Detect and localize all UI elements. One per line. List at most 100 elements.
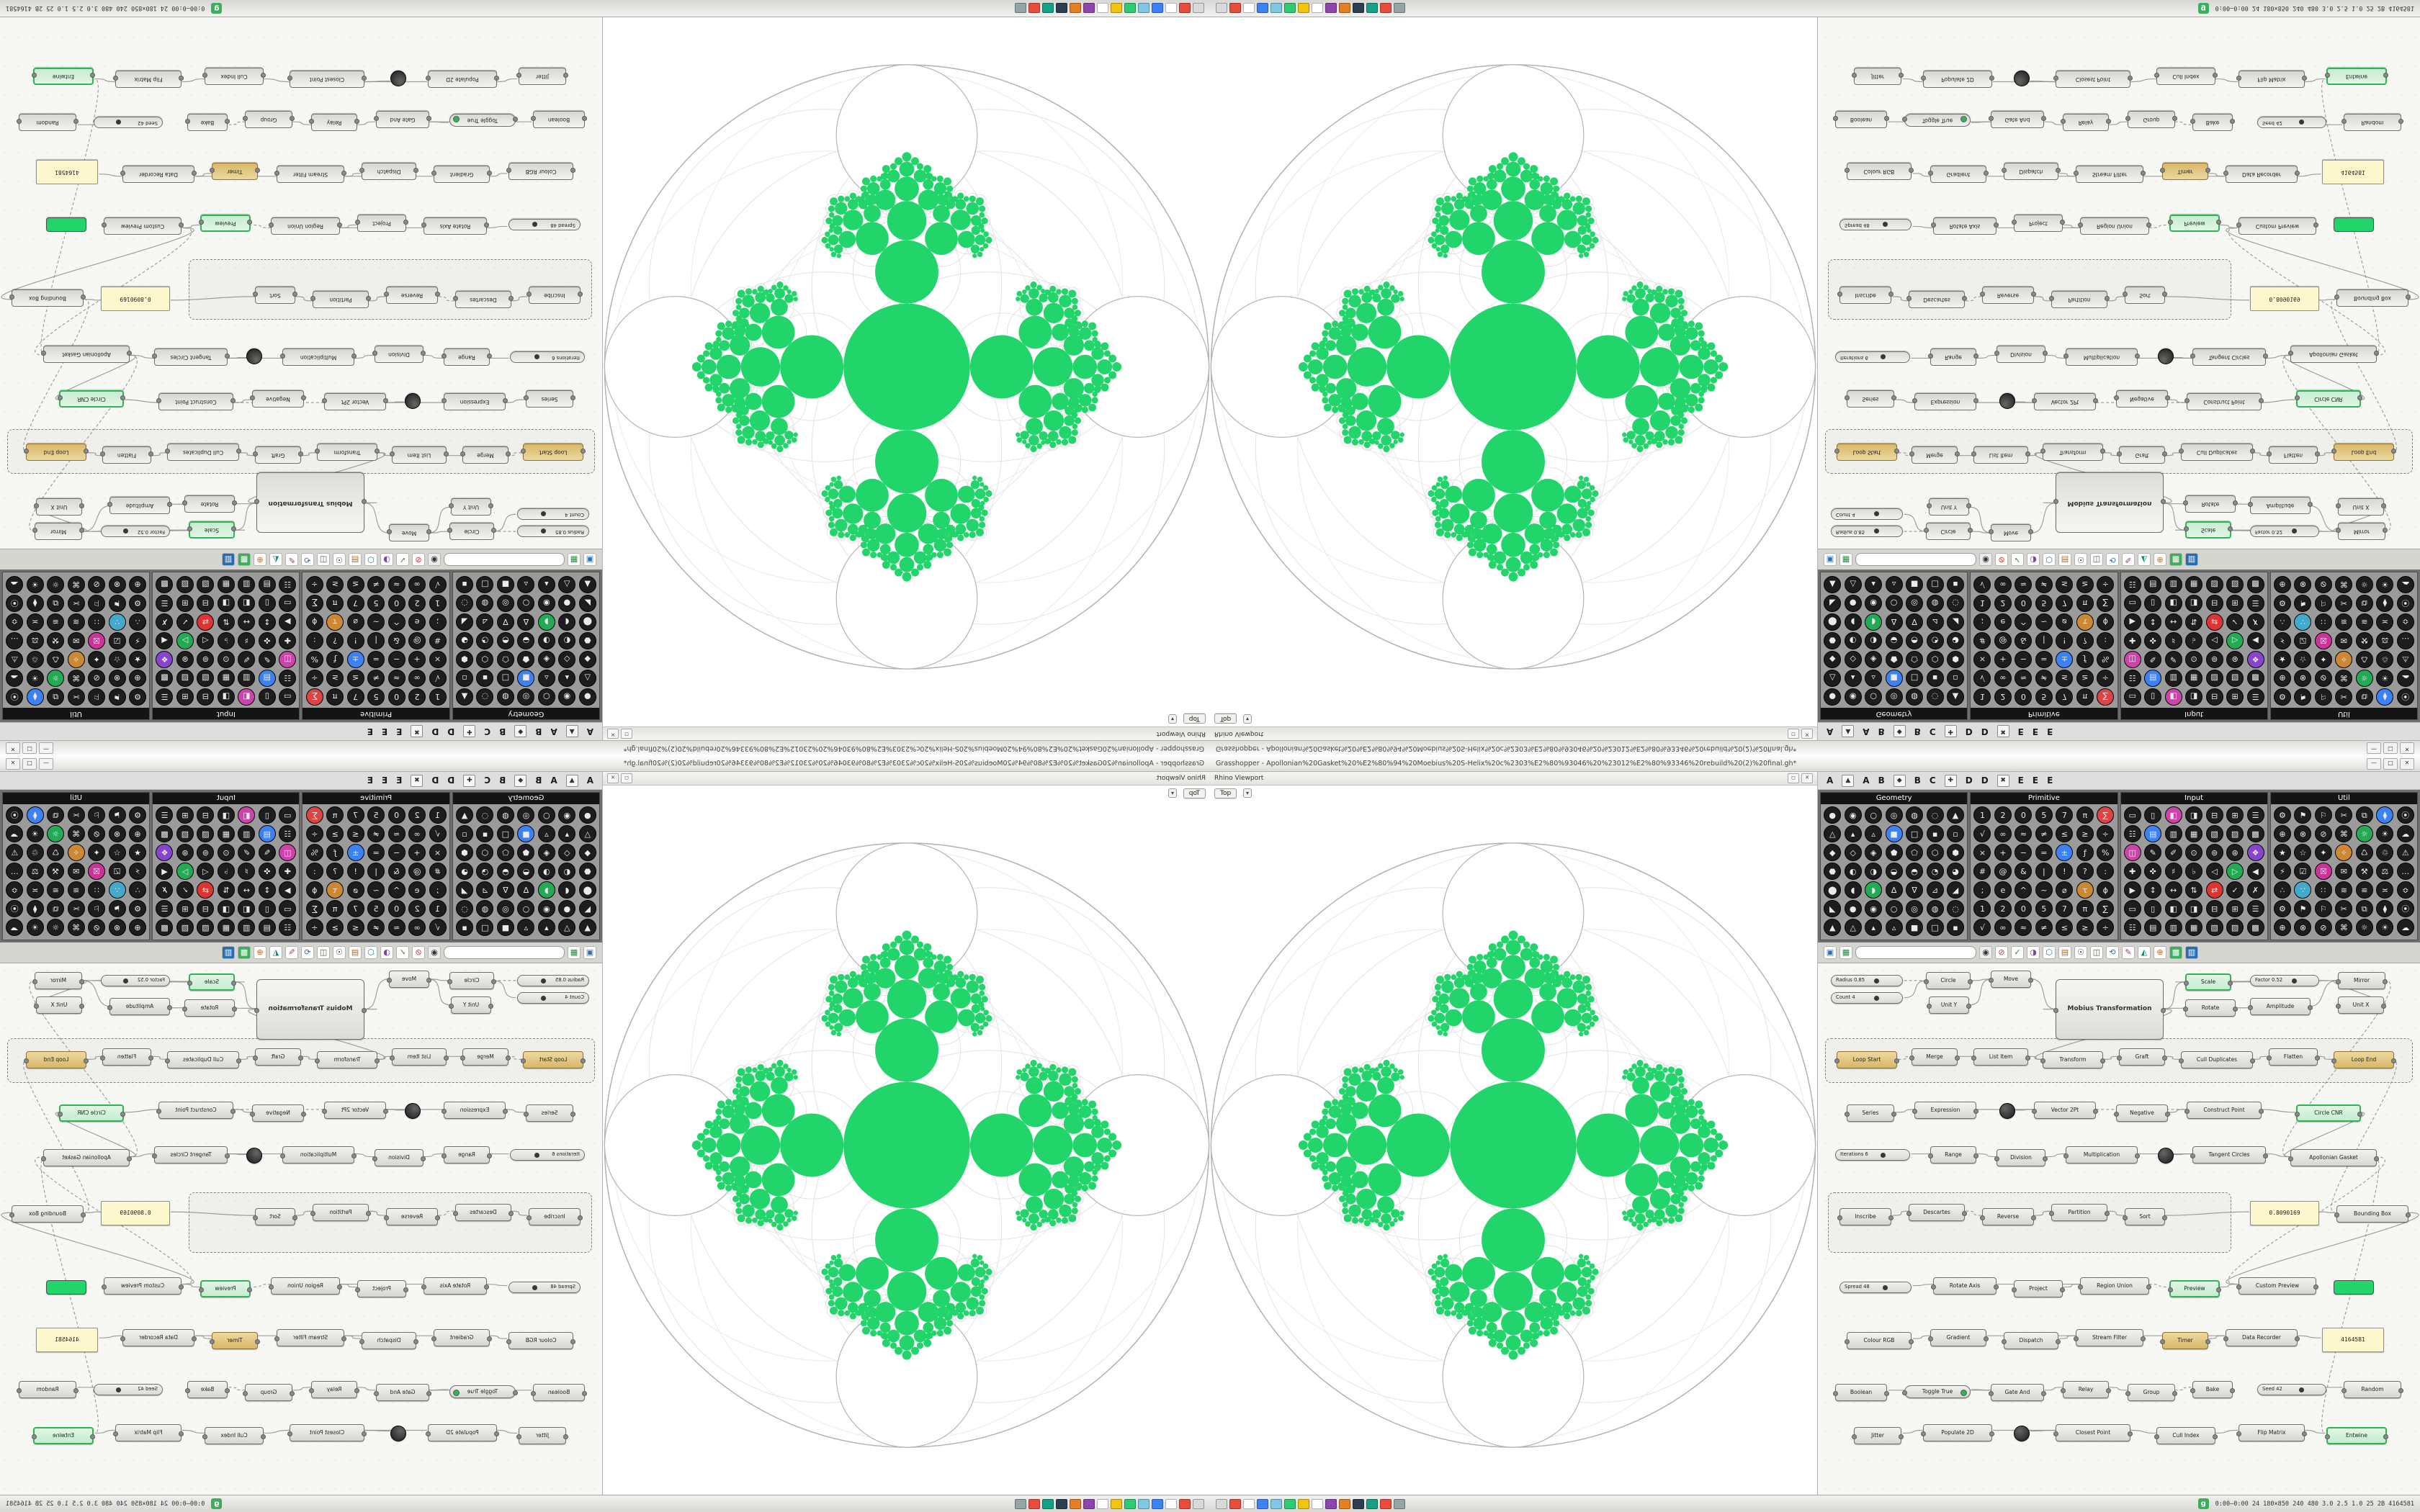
component-icon[interactable]: ✐ xyxy=(238,844,256,861)
component-icon[interactable]: ▭ xyxy=(279,900,297,917)
component-icon[interactable]: ≥ xyxy=(326,670,344,687)
component-icon[interactable]: ▧ xyxy=(2205,670,2223,687)
component-icon[interactable]: ◖ xyxy=(1844,881,1862,899)
gh-node[interactable]: Division xyxy=(1996,346,2045,363)
gh-node[interactable]: 0.8090169 xyxy=(101,1201,170,1225)
gh-node[interactable]: 4164581 xyxy=(2322,1328,2384,1352)
gh-node[interactable]: Relay xyxy=(311,1381,357,1398)
component-category-tab[interactable]: E xyxy=(2017,775,2024,786)
component-icon[interactable]: ◨ xyxy=(2185,595,2203,612)
component-category-tab[interactable]: E xyxy=(2032,726,2039,737)
toolbar-icon[interactable]: ▣ xyxy=(1824,946,1837,959)
component-category-tab[interactable]: E xyxy=(2047,726,2053,737)
gh-node[interactable] xyxy=(2014,71,2030,86)
taskbar-app-icon[interactable] xyxy=(1111,1498,1122,1509)
component-icon[interactable]: 7 xyxy=(2056,900,2074,917)
component-icon[interactable]: 5 xyxy=(367,688,385,706)
gh-node[interactable]: Iterations 6 xyxy=(510,1149,585,1161)
component-icon[interactable]: ≌ xyxy=(47,881,65,899)
component-icon[interactable]: √ xyxy=(1973,825,1991,842)
component-icon[interactable]: ▯ xyxy=(2144,900,2162,917)
component-category-tab[interactable]: A xyxy=(1827,775,1834,786)
gh-node[interactable]: Data Recorder xyxy=(122,166,194,183)
component-icon[interactable]: ✗ xyxy=(156,881,174,899)
component-icon[interactable]: ○ xyxy=(1885,595,1903,612)
component-icon[interactable]: ◍ xyxy=(1906,806,1924,824)
gh-node[interactable]: Negative xyxy=(2116,390,2168,408)
component-icon[interactable]: ◓ xyxy=(496,863,514,880)
component-icon[interactable]: ⊗ xyxy=(108,825,126,842)
component-icon[interactable]: ◌ xyxy=(456,595,473,612)
component-category-tab[interactable]: ◆ xyxy=(1893,774,1906,787)
component-icon[interactable]: ≠ xyxy=(367,576,385,593)
gh-node[interactable]: Range xyxy=(444,348,490,366)
toolbar-icon[interactable]: ◑ xyxy=(380,553,393,566)
gh-node[interactable]: Scale xyxy=(2184,973,2233,991)
component-icon[interactable]: 2 xyxy=(1994,595,2012,612)
gh-node[interactable]: Relay xyxy=(311,114,357,131)
component-icon[interactable]: △ xyxy=(578,825,596,842)
component-icon[interactable]: ◕ xyxy=(456,632,473,649)
component-icon[interactable]: √ xyxy=(1973,670,1991,687)
component-category-tab[interactable]: ✖ xyxy=(1996,725,2009,738)
component-icon[interactable]: ◎ xyxy=(517,688,535,706)
gh-node[interactable]: Spread 48 xyxy=(508,1282,581,1293)
component-icon[interactable]: ◨ xyxy=(217,806,235,824)
viewport-close-button[interactable]: ✕ xyxy=(1801,773,1813,783)
component-category-tab[interactable]: ▲ xyxy=(1842,774,1855,787)
taskbar-app-icon[interactable] xyxy=(1165,3,1177,14)
gh-node[interactable]: Expression xyxy=(444,1102,506,1119)
component-icon[interactable]: ∵ xyxy=(108,613,126,631)
component-icon[interactable]: ⌀ xyxy=(2056,881,2074,899)
component-icon[interactable]: ✎ xyxy=(2144,844,2162,861)
component-icon[interactable]: △ xyxy=(1844,919,1862,936)
component-icon[interactable]: ⊞ xyxy=(176,900,194,917)
gh-node[interactable]: Mirror xyxy=(2336,972,2388,989)
gh-node[interactable]: Boolean xyxy=(533,111,585,128)
gh-node[interactable]: 0.8090169 xyxy=(2250,1201,2319,1225)
gh-node[interactable]: Flip Matrix xyxy=(2236,1424,2307,1441)
component-icon[interactable]: ● xyxy=(578,688,596,706)
taskbar-app-icon[interactable] xyxy=(1124,3,1136,14)
component-icon[interactable]: ◐ xyxy=(558,632,576,649)
component-icon[interactable]: ⧫ xyxy=(2376,595,2394,612)
taskbar-app-icon[interactable] xyxy=(1270,3,1282,14)
taskbar-app-icon[interactable] xyxy=(1394,1498,1405,1509)
component-icon[interactable]: 0 xyxy=(387,806,405,824)
gh-node[interactable]: Timer xyxy=(212,163,258,180)
component-category-tab[interactable]: B xyxy=(499,775,506,786)
gh-node[interactable]: Cull Index xyxy=(205,1427,264,1444)
gh-node[interactable] xyxy=(2334,217,2374,232)
gh-node[interactable]: Closest Point xyxy=(290,1424,364,1441)
toolbar-icon[interactable]: ☉ xyxy=(2074,946,2087,959)
component-icon[interactable]: ☀ xyxy=(2376,576,2394,593)
component-icon[interactable]: ! xyxy=(2056,863,2074,880)
taskbar-app-icon[interactable] xyxy=(1325,3,1337,14)
gh-node[interactable]: Region Union xyxy=(271,217,340,235)
gh-node[interactable]: Timer xyxy=(2162,163,2208,180)
component-icon[interactable]: ◎ xyxy=(496,900,514,917)
component-icon[interactable]: ○ xyxy=(517,900,535,917)
gh-node[interactable]: Rotate xyxy=(184,495,235,513)
component-icon[interactable]: ◈ xyxy=(537,651,555,668)
component-icon[interactable]: ◢ xyxy=(1947,613,1964,631)
component-icon[interactable]: ◫ xyxy=(2123,844,2141,861)
component-icon[interactable]: ▶ xyxy=(2123,613,2141,631)
gh-node[interactable]: Random xyxy=(19,114,76,131)
component-icon[interactable]: ▴ xyxy=(537,919,555,936)
component-icon[interactable]: ☀ xyxy=(2376,670,2394,687)
component-icon[interactable]: ⬠ xyxy=(496,844,514,861)
component-icon[interactable]: ▨ xyxy=(2226,670,2244,687)
component-icon[interactable]: … xyxy=(2396,863,2414,880)
gh-node[interactable]: Cull Duplicates xyxy=(2181,444,2253,461)
component-icon[interactable]: 7 xyxy=(346,595,364,612)
component-icon[interactable]: ⊗ xyxy=(108,670,126,687)
component-icon[interactable]: ♭ xyxy=(2185,632,2203,649)
component-category-tab[interactable]: E xyxy=(367,775,373,786)
component-category-tab[interactable]: A xyxy=(1863,775,1870,786)
component-icon[interactable]: ⊕ xyxy=(129,919,147,936)
component-icon[interactable]: ∑ xyxy=(305,900,323,917)
toolbar-icon[interactable]: ◭ xyxy=(2138,553,2151,566)
component-icon[interactable]: ≈ xyxy=(387,825,405,842)
component-icon[interactable]: ? xyxy=(2076,632,2094,649)
